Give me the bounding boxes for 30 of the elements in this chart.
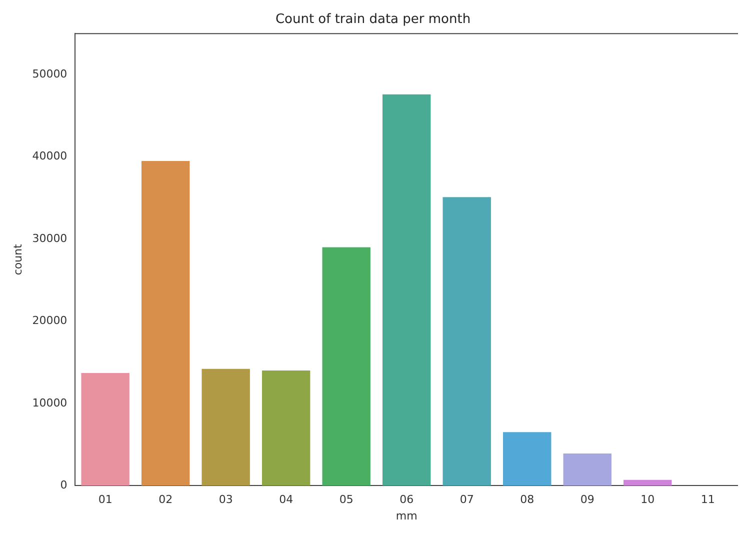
bar — [563, 454, 612, 486]
y-tick-label: 10000 — [32, 396, 68, 410]
bar — [141, 160, 190, 486]
y-tick-label: 40000 — [32, 150, 68, 163]
bar — [322, 247, 370, 486]
bar — [503, 432, 552, 486]
x-tick-label: 04 — [279, 493, 294, 506]
x-tick-label: 02 — [158, 493, 173, 506]
y-tick-label: 50000 — [32, 68, 68, 81]
bar — [382, 94, 431, 486]
bar — [624, 480, 672, 486]
x-tick-label: 07 — [460, 493, 474, 506]
bar — [202, 368, 250, 486]
x-tick-label: 05 — [339, 493, 354, 506]
bar — [442, 197, 491, 486]
y-tick-label: 30000 — [32, 232, 68, 245]
x-axis-title: mm — [396, 509, 418, 522]
x-tick-label: 08 — [520, 493, 534, 506]
x-tick-label: 06 — [400, 493, 414, 506]
x-tick-label: 01 — [98, 493, 112, 506]
x-tick-label: 11 — [700, 493, 715, 506]
y-axis-title: count — [11, 243, 24, 276]
bar — [81, 373, 130, 486]
x-tick-label: 03 — [218, 493, 233, 506]
chart-title: Count of train data per month — [275, 12, 471, 28]
bar — [262, 370, 310, 486]
x-tick-label: 09 — [580, 493, 594, 506]
y-tick-label: 0 — [60, 478, 68, 492]
y-tick-label: 20000 — [32, 314, 68, 328]
x-tick-label: 10 — [640, 493, 655, 506]
